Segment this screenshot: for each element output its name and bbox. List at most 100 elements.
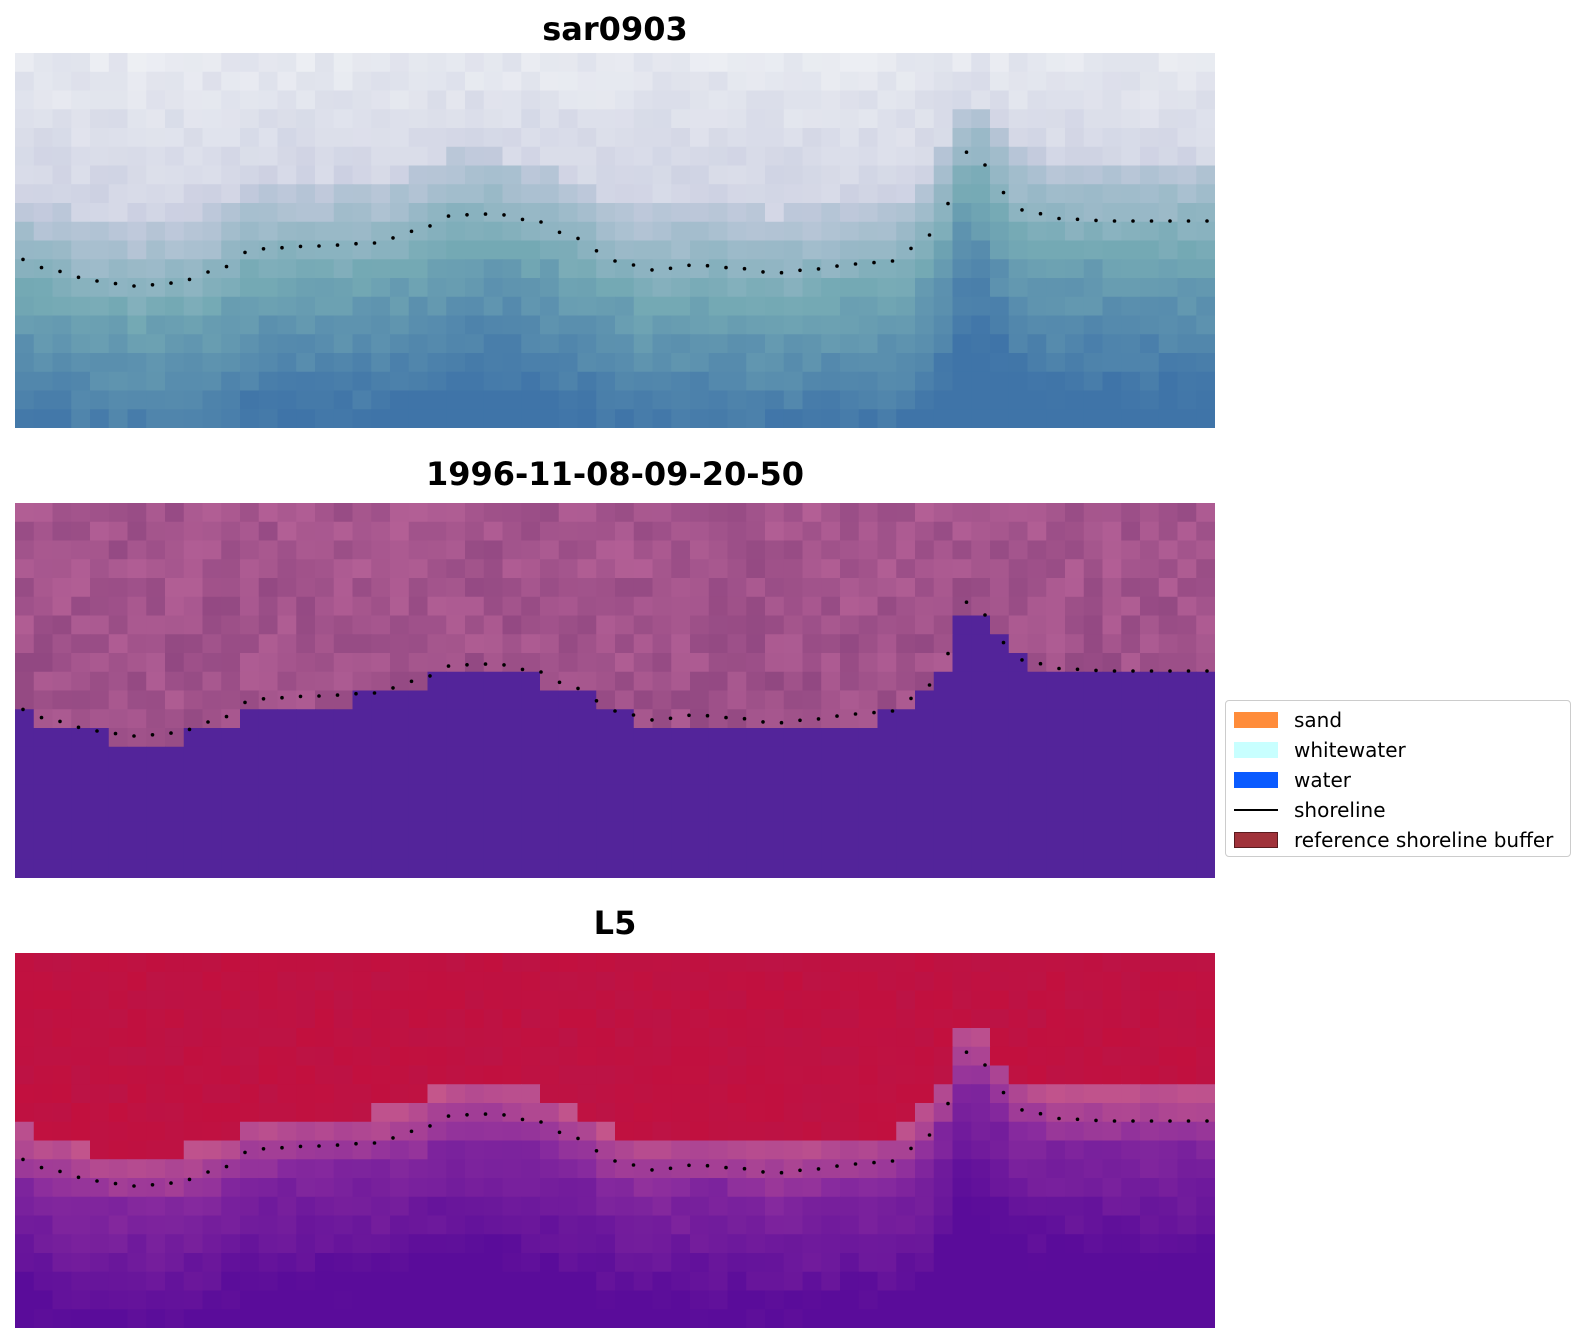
shoreline-point [317,1144,321,1148]
shoreline-point [335,243,340,247]
shoreline-point [668,1166,673,1171]
shoreline-point [909,246,913,251]
shoreline-point [1094,218,1098,223]
shoreline-point [668,716,673,721]
shoreline-point [872,1160,876,1165]
shoreline-point [1001,640,1006,645]
shoreline-point [835,714,839,718]
shoreline-point [465,213,469,217]
shoreline-point [169,731,173,735]
shoreline-point [1094,1118,1098,1123]
shoreline-point [724,715,728,720]
shoreline-point [409,679,414,684]
shoreline-line-icon [1234,809,1278,811]
shoreline-point [502,1113,506,1117]
sar-image-svg [15,53,1215,428]
shoreline-point [650,1168,654,1172]
shoreline-point [613,1159,617,1163]
shoreline-point [798,1168,802,1173]
shoreline-point [169,1181,173,1185]
shoreline-point [742,716,747,721]
index-image [15,953,1215,1328]
shoreline-point [428,1124,432,1128]
shoreline-point [502,213,506,217]
shoreline-point [594,249,599,253]
legend-item-sand: sand [1234,707,1342,733]
shoreline-point [613,709,617,713]
shoreline-point [1149,219,1154,223]
shoreline-point [872,710,876,715]
shoreline-point [520,1117,525,1122]
shoreline-point [742,266,747,271]
shoreline-point [539,220,543,224]
shoreline-point [113,1181,118,1186]
shoreline-point [779,270,784,275]
shoreline-point [1186,219,1191,223]
shoreline-point [1001,190,1006,195]
shoreline-point [335,693,340,697]
shoreline-point [1168,1119,1172,1123]
shoreline-point [705,263,710,268]
shoreline-point [742,1166,747,1171]
shoreline-point [761,720,765,724]
shoreline-point [1057,1116,1061,1121]
shoreline-point [557,680,562,685]
shoreline-point [576,1136,580,1141]
shoreline-point [946,1101,950,1106]
reference-buffer-swatch [1234,832,1278,848]
shoreline-point [39,1165,44,1170]
shoreline-point [946,201,950,206]
shoreline-point [594,699,599,703]
shoreline-point [243,700,247,705]
shoreline-point [1075,667,1080,672]
whitewater-swatch [1234,742,1278,758]
shoreline-point [187,277,192,282]
shoreline-point [853,712,858,716]
shoreline-point [594,1149,599,1153]
legend: sand whitewater water shoreline referenc… [1225,700,1571,857]
shoreline-point [113,731,118,736]
shoreline-point [927,233,932,237]
shoreline-point [372,241,377,245]
shoreline-point [650,718,654,722]
shoreline-point [21,707,25,712]
shoreline-point [76,1175,81,1180]
shoreline-point [1038,1111,1043,1116]
shoreline-point [58,269,62,274]
shoreline-point [21,1157,25,1162]
shoreline-point [835,264,839,268]
shoreline-point [631,263,636,267]
shoreline-point [964,1050,969,1054]
shoreline-point [317,694,321,698]
shoreline-point [1112,1119,1117,1123]
shoreline-point [224,1164,229,1169]
shoreline-point [391,1136,395,1140]
shoreline-point [95,1179,99,1183]
legend-label-whitewater: whitewater [1294,738,1406,762]
sand-swatch [1234,712,1278,728]
shoreline-point [372,1141,377,1145]
shoreline-point [1057,216,1061,221]
shoreline-point [243,250,247,255]
shoreline-point [354,691,358,696]
shoreline-point [1038,211,1043,216]
shoreline-point [1075,1117,1080,1122]
legend-item-shoreline: shoreline [1234,797,1386,823]
shoreline-point [243,1150,247,1155]
shoreline-point [631,1163,636,1167]
shoreline-point [650,268,654,272]
shoreline-point [169,281,173,285]
legend-label-sand: sand [1294,708,1343,732]
shoreline-point [187,1177,192,1182]
classified-image-svg [15,503,1215,878]
shoreline-point [1186,1119,1191,1123]
shoreline-point [1112,219,1117,223]
shoreline-point [705,713,710,718]
shoreline-point [261,1147,266,1151]
legend-item-whitewater: whitewater [1234,737,1406,763]
shoreline-point [927,683,932,687]
shoreline-point [779,1170,784,1175]
shoreline-point [446,1114,451,1118]
shoreline-point [39,715,44,720]
shoreline-point [76,725,81,730]
